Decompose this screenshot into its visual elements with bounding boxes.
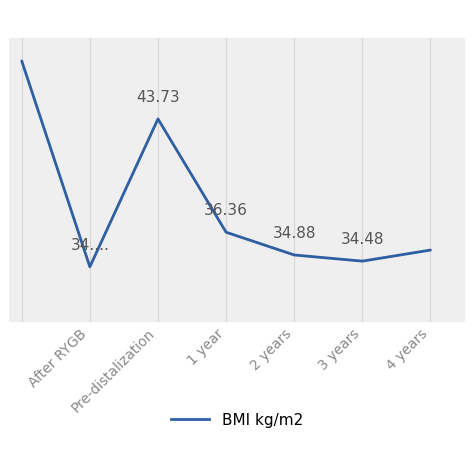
Text: 43.73: 43.73	[136, 90, 180, 105]
Text: 34.88: 34.88	[273, 226, 316, 241]
Text: 34.48: 34.48	[341, 232, 384, 247]
Text: 36.36: 36.36	[204, 203, 248, 219]
Legend: BMI kg/m2: BMI kg/m2	[165, 407, 309, 434]
Text: 34....: 34....	[71, 238, 109, 253]
